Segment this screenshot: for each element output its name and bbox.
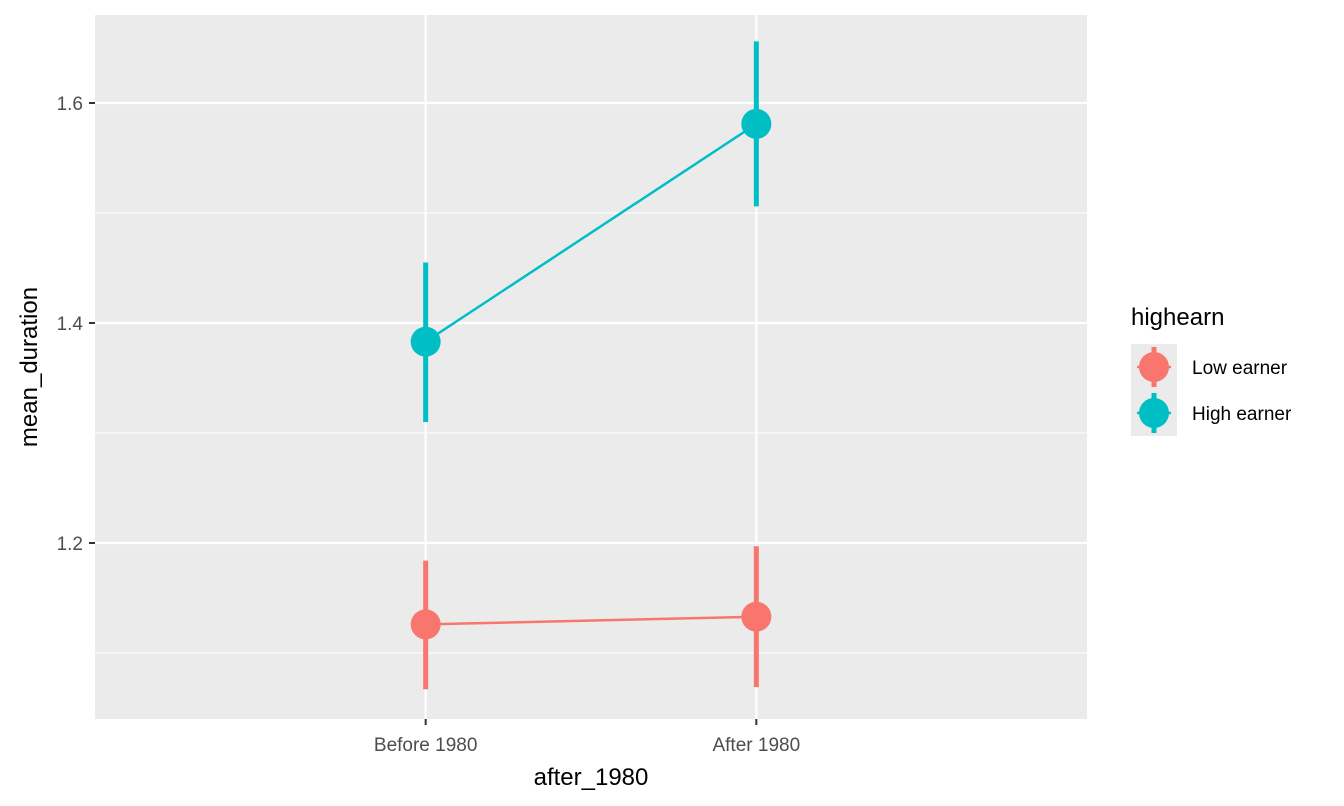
legend-label: High earner xyxy=(1192,404,1292,425)
legend-items: Low earner High earner xyxy=(1131,344,1292,436)
y-axis-title: mean_duration xyxy=(16,287,43,447)
series-line xyxy=(424,122,758,343)
data-point xyxy=(410,609,441,640)
legend-title: highearn xyxy=(1131,304,1224,331)
x-tick-label: After 1980 xyxy=(712,735,800,756)
plot-background xyxy=(95,15,1087,719)
data-point xyxy=(410,326,441,357)
legend-key-point xyxy=(1139,398,1169,428)
grid-minor xyxy=(95,212,1087,654)
y-tick-label: 1.4 xyxy=(57,314,84,335)
y-tick-label: 1.6 xyxy=(57,94,83,115)
legend: highearn Low earner High earner xyxy=(1131,304,1292,436)
data-point xyxy=(741,108,772,139)
x-tick-label: Before 1980 xyxy=(374,735,478,756)
axes-layer: 1.2 1.4 1.6 Before 1980 After 1980 xyxy=(57,94,801,756)
legend-key-point xyxy=(1139,352,1169,382)
x-axis-title: after_1980 xyxy=(534,764,649,791)
data-point xyxy=(741,601,772,632)
series-line xyxy=(425,615,757,626)
y-tick-label: 1.2 xyxy=(57,534,83,555)
legend-label: Low earner xyxy=(1192,358,1288,379)
series-layer xyxy=(410,41,772,690)
